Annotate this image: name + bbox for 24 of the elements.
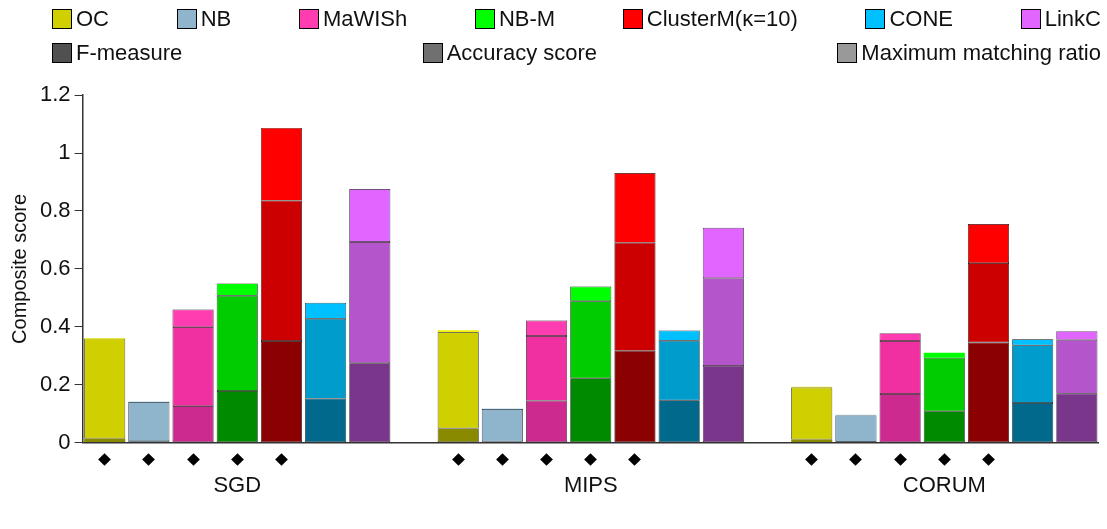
y-tick-label: 0.4 [39, 312, 71, 338]
y-tick-label: 0 [58, 428, 71, 454]
y-axis-title: Composite score [7, 193, 30, 344]
legend-label: NB [200, 6, 232, 32]
legend-label: F-measure [76, 40, 183, 66]
y-tick-label: 0.8 [39, 197, 71, 223]
x-tick-label: MIPS [563, 471, 618, 497]
legend-label: ClusterM(κ=10) [646, 6, 798, 32]
legend-label: NB-M [498, 6, 556, 32]
legend-label: Accuracy score [446, 40, 598, 66]
legend-label: MaWISh [322, 6, 408, 32]
bar [791, 439, 833, 443]
legend-label: OC [76, 6, 109, 32]
y-tick-label: 0.2 [39, 370, 71, 396]
legend-label: CONE [889, 6, 954, 32]
x-tick-label: SGD [213, 471, 262, 497]
y-tick-label: 1 [58, 139, 71, 165]
legend-label: Maximum matching ratio [861, 40, 1101, 66]
legend-label: LinkC [1044, 6, 1101, 32]
y-tick-label: 1.2 [39, 81, 71, 107]
bar [437, 330, 479, 333]
bar [923, 352, 965, 358]
x-tick-label: CORUM [902, 471, 986, 497]
y-tick-label: 0.6 [39, 254, 71, 280]
